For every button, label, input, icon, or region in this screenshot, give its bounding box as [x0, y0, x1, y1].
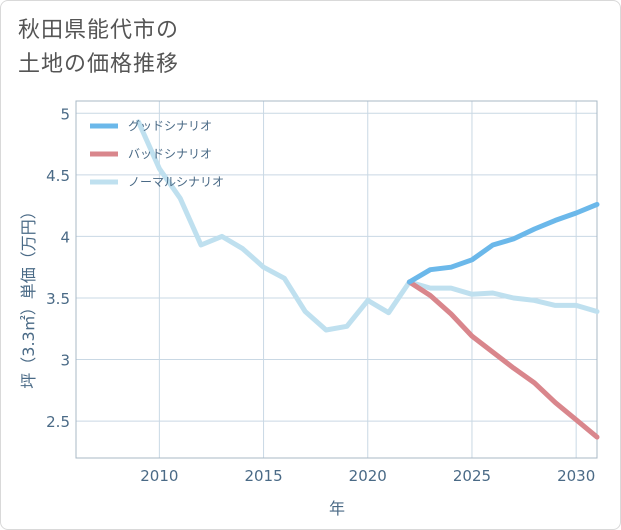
- x-tick-label: 2010: [140, 467, 178, 485]
- x-tick-label: 2030: [557, 467, 595, 485]
- legend-label: ノーマルシナリオ: [128, 175, 224, 189]
- series-line-normal: [136, 119, 600, 333]
- legend-label: グッドシナリオ: [128, 119, 212, 133]
- x-tick-label: 2020: [349, 467, 387, 485]
- series-layer: [136, 119, 600, 440]
- x-axis-label: 年: [329, 499, 345, 518]
- y-axis-label: 坪（3.3㎡）単価（万円）: [19, 203, 38, 388]
- x-tick-label: 2025: [453, 467, 491, 485]
- y-tick-label: 3.5: [46, 290, 70, 308]
- plot-area-border: [75, 100, 598, 459]
- y-tick-label: 5: [60, 105, 70, 123]
- series-line-bad: [406, 279, 600, 440]
- y-tick-label: 2.5: [46, 413, 70, 431]
- x-tick-label: 2015: [244, 467, 282, 485]
- y-tick-labels: 2.5 3 3.5 4 4.5 5: [46, 105, 70, 431]
- y-tick-label: 4: [60, 228, 70, 246]
- y-tick-label: 4.5: [46, 167, 70, 185]
- x-tick-labels: 2010 2015 2020 2025 2030: [140, 467, 595, 485]
- series-line-good: [406, 201, 600, 285]
- title-line-1: 秋田県能代市の: [18, 18, 180, 43]
- chart-title: 秋田県能代市の 土地の価格推移: [18, 14, 179, 82]
- title-line-2: 土地の価格推移: [18, 52, 180, 77]
- legend-label: バッドシナリオ: [128, 147, 212, 161]
- y-tick-label: 3: [60, 352, 70, 370]
